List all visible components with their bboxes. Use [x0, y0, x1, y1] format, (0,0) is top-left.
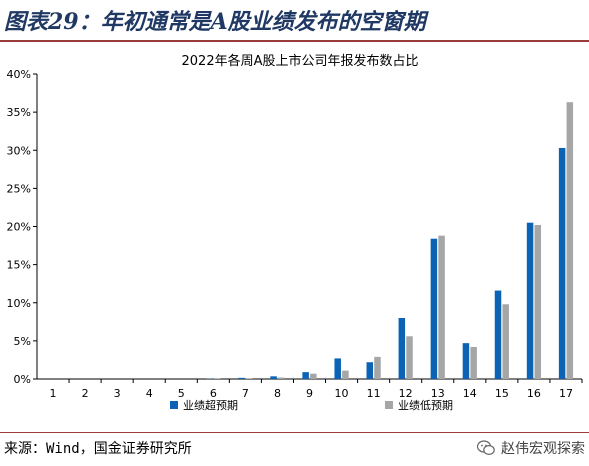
y-tick-label: 20% [7, 221, 31, 234]
bar-beat [366, 362, 374, 379]
chart-container: 2022年各周A股上市公司年报发布数占比 0% 5% 10% 15% 20% 25% 30%… [0, 44, 589, 428]
chart-legend: 业绩超预期 业绩低预期 [170, 398, 453, 412]
bar-miss [470, 346, 477, 379]
x-tick-label: 4 [146, 387, 153, 400]
x-tick-label: 5 [178, 387, 185, 400]
bar-beat [558, 147, 566, 379]
watermark-text: 赵伟宏观探索 [501, 441, 585, 457]
x-tick-label: 13 [431, 387, 445, 400]
y-tick-label: 25% [7, 182, 31, 195]
x-tick-label: 17 [559, 387, 573, 400]
bar-chart: 2022年各周A股上市公司年报发布数占比 0% 5% 10% 15% 20% 25% 30%… [7, 53, 583, 412]
x-tick-label: 3 [114, 387, 121, 400]
bar-miss [278, 377, 285, 379]
y-tick-label: 10% [7, 297, 31, 310]
legend-swatch [385, 401, 393, 409]
bar-miss [438, 235, 445, 379]
x-tick-label: 9 [306, 387, 313, 400]
chart-bars [206, 102, 574, 380]
x-tick-label: 8 [274, 387, 281, 400]
bar-beat [334, 358, 341, 379]
y-tick-label: 0% [14, 373, 31, 386]
y-tick-label: 30% [7, 144, 31, 157]
x-tick-label: 7 [242, 387, 249, 400]
bar-beat [302, 372, 309, 379]
bar-miss [245, 378, 253, 379]
y-tick-label: 40% [7, 68, 31, 81]
source-divider [0, 432, 589, 433]
x-tick-label: 14 [463, 387, 477, 400]
x-tick-label: 6 [210, 387, 217, 400]
watermark: 赵伟宏观探索 [477, 438, 585, 458]
bar-beat [462, 343, 470, 379]
x-tick-label: 2 [82, 387, 89, 400]
x-tick-label: 10 [335, 387, 349, 400]
x-tick-label: 11 [367, 387, 381, 400]
bar-beat [238, 377, 245, 379]
y-tick-label: 5% [14, 335, 31, 348]
bar-miss [342, 370, 349, 379]
legend-label: 业绩低预期 [398, 399, 453, 412]
wechat-icon [477, 440, 495, 456]
legend-label: 业绩超预期 [183, 398, 238, 412]
bar-miss [310, 373, 317, 379]
x-tick-label: 16 [527, 387, 541, 400]
figure-title: 图表29：年初通常是A股业绩发布的空窗期 [4, 9, 426, 35]
bar-miss [502, 304, 509, 379]
chart-axes: 0%5%10%15%20%25%30%35%40%1 2 3 4 5 6 7 8 9 10 11 12… [7, 68, 583, 400]
bar-beat [270, 376, 277, 379]
bar-beat [430, 238, 438, 379]
chart-title: 2022年各周A股上市公司年报发布数占比 [182, 53, 419, 69]
y-tick-label: 15% [7, 259, 31, 272]
bar-beat [494, 290, 502, 379]
x-tick-label: 15 [495, 387, 509, 400]
y-tick-label: 35% [7, 106, 31, 119]
bar-beat [398, 318, 406, 379]
bar-miss [374, 356, 381, 379]
title-divider [0, 40, 589, 42]
bar-miss [566, 102, 574, 380]
bar-miss [534, 224, 542, 379]
bar-beat [526, 222, 534, 379]
bar-miss [406, 336, 413, 379]
source-note: 来源：Wind，国金证券研究所 [4, 441, 192, 457]
legend-swatch [170, 401, 178, 409]
x-tick-label: 12 [399, 387, 413, 400]
x-tick-label: 1 [50, 387, 57, 400]
